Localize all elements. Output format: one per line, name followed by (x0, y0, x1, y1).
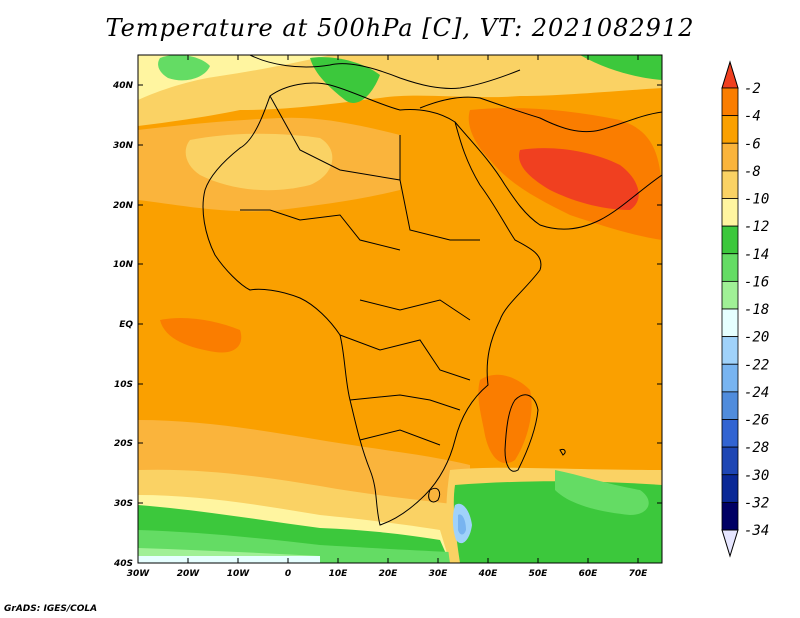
lat-tick-label: 30N (113, 141, 134, 151)
lat-tick-label: EQ (119, 320, 133, 330)
lon-tick-label: 30W (127, 569, 151, 579)
colorbar-box (721, 170, 739, 199)
colorbar-box (721, 446, 739, 476)
colorbar-box (721, 419, 739, 448)
lat-tick-label: 20S (114, 439, 133, 449)
colorbar-box (721, 308, 739, 338)
colorbar-box (721, 253, 739, 282)
colorbar: -2 -4 -6 -8 -10 -12 -14 -16 -18 -20 -22 … (721, 60, 769, 558)
colorbar-box (721, 363, 739, 393)
colorbar-box (721, 501, 739, 531)
colorbar-box (721, 280, 739, 310)
lon-tick-label: 50E (529, 569, 549, 579)
lat-tick-label: 40N (112, 81, 134, 91)
colorbar-box (721, 474, 739, 503)
colorbar-label: -24 (744, 385, 769, 401)
lon-tick-label: 40E (478, 569, 499, 579)
colorbar-box (721, 198, 739, 227)
colorbar-box (721, 142, 739, 172)
lon-tick-label: 60E (579, 569, 599, 579)
plot-frame (137, 54, 663, 564)
lon-tick-label: 10E (329, 569, 349, 579)
colorbar-label: -28 (744, 440, 769, 456)
colorbar-label: -8 (744, 164, 761, 180)
colorbar-label: -4 (744, 109, 761, 125)
lat-tick-label: 10N (113, 260, 134, 270)
colorbar-label: -2 (744, 81, 761, 97)
credit-text: GrADS: IGES/COLA (4, 604, 98, 614)
page-title: Temperature at 500hPa [C], VT: 202108291… (105, 14, 695, 42)
colorbar-label: -30 (744, 468, 769, 484)
temperature-field (138, 55, 662, 563)
lat-tick-label: 30S (114, 499, 133, 509)
colorbar-top-arrow (721, 60, 739, 89)
lon-tick-label: 0 (285, 569, 291, 579)
colorbar-box (721, 225, 739, 255)
lat-tick-label: 40S (113, 559, 133, 569)
colorbar-label: -34 (744, 523, 769, 539)
colorbar-box (721, 87, 739, 117)
colorbar-label: -20 (744, 330, 769, 346)
colorbar-label: -32 (744, 495, 769, 511)
colorbar-label: -16 (744, 274, 769, 290)
colorbar-bottom-arrow (721, 529, 739, 558)
colorbar-box (721, 336, 739, 365)
colorbar-label: -18 (744, 302, 769, 318)
colorbar-label: -12 (744, 219, 769, 235)
lon-axis: 30W 20W 10W 0 10E 20E 30E 40E 50E 60E 70… (127, 55, 648, 579)
colorbar-label: -10 (744, 192, 769, 208)
lat-tick-label: 20N (113, 201, 134, 211)
coastline-borders (202, 55, 662, 526)
lat-axis: 40N 30N 20N 10N EQ 10S 20S 30S 40S (112, 81, 662, 569)
colorbar-box (721, 391, 739, 420)
colorbar-box (721, 115, 739, 144)
lon-tick-label: 10W (227, 569, 251, 579)
colorbar-label: -22 (744, 357, 769, 373)
lon-tick-label: 20W (177, 569, 201, 579)
lon-tick-label: 20E (379, 569, 399, 579)
lat-tick-label: 10S (114, 380, 133, 390)
colorbar-label: -6 (744, 136, 761, 152)
lon-tick-label: 70E (629, 569, 649, 579)
colorbar-label: -26 (744, 413, 769, 429)
colorbar-label: -14 (744, 247, 769, 263)
lon-tick-label: 30E (429, 569, 449, 579)
